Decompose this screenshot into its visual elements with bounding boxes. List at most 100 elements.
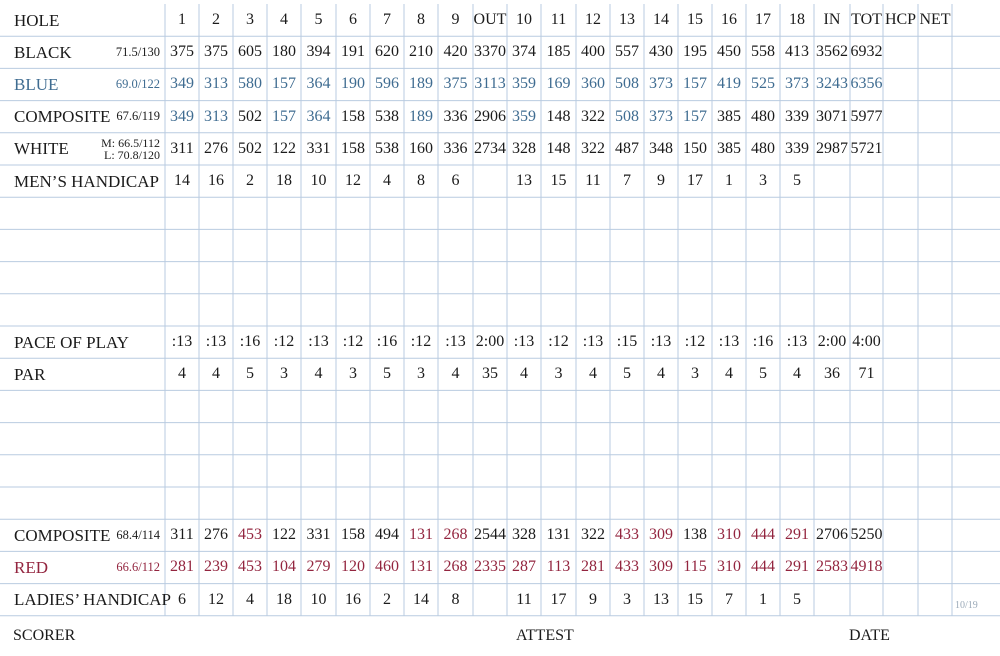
attest-label: ATTEST	[516, 627, 574, 644]
score-cell: 4	[383, 172, 391, 190]
score-cell: :16	[239, 333, 261, 351]
hole-header-12: 12	[585, 11, 601, 29]
course-rating-men: M: 66.5/112	[101, 135, 160, 150]
score-cell: 453	[238, 558, 262, 576]
score-cell: 8	[417, 172, 425, 190]
course-rating: 66.6/112	[116, 560, 160, 575]
score-cell: 444	[751, 558, 775, 576]
score-cell: 336	[443, 107, 468, 125]
score-cell: 413	[785, 43, 809, 61]
score-cell: 322	[581, 107, 605, 125]
score-cell: 349	[170, 107, 194, 125]
score-cell: 12	[208, 590, 224, 608]
score-cell: 239	[204, 558, 228, 576]
hole-header-out: OUT	[473, 11, 507, 29]
hole-header-7: 7	[383, 11, 391, 29]
hole-header-hcp: HCP	[884, 11, 917, 29]
score-cell: 4:00	[852, 333, 881, 351]
score-cell: 508	[615, 75, 639, 93]
score-cell: 2706	[816, 526, 848, 544]
score-cell: 339	[785, 107, 809, 125]
score-cell: :13	[786, 333, 808, 351]
score-cell: 322	[581, 139, 605, 157]
score-cell: 487	[615, 139, 639, 157]
score-cell: :13	[308, 333, 329, 351]
hole-header-tot: TOT	[851, 11, 882, 29]
row-label-ladies-handicap: LADIES’ HANDICAP	[14, 590, 171, 610]
score-cell: 331	[306, 139, 331, 157]
score-cell: 4	[520, 365, 528, 383]
score-cell: 281	[581, 558, 605, 576]
score-cell: 18	[276, 172, 292, 190]
score-cell: 158	[341, 526, 365, 544]
score-cell: 13	[516, 172, 532, 190]
score-cell: :13	[205, 333, 227, 351]
score-cell: 359	[512, 75, 536, 93]
score-cell: 14	[413, 590, 429, 608]
score-cell: :13	[718, 333, 740, 351]
score-cell: 375	[170, 43, 194, 61]
score-cell: 210	[409, 43, 433, 61]
score-cell: 5	[246, 365, 254, 383]
score-cell: 5721	[850, 139, 883, 157]
hole-header-label: HOLE	[14, 10, 60, 30]
score-cell: 339	[785, 139, 809, 157]
score-cell: 309	[649, 526, 673, 544]
score-cell: 2:00	[817, 333, 847, 351]
row-label-composite: COMPOSITE	[14, 525, 111, 545]
course-rating: 68.4/114	[116, 528, 160, 543]
score-cell: 359	[512, 107, 536, 125]
score-cell: 158	[341, 139, 365, 157]
score-cell: 2583	[816, 558, 848, 576]
score-cell: 276	[204, 526, 228, 544]
score-cell: 148	[546, 139, 571, 157]
score-cell: 538	[375, 139, 399, 157]
score-cell: 3370	[474, 43, 506, 61]
hole-header-3: 3	[246, 11, 254, 29]
score-cell: 113	[546, 558, 571, 576]
hole-header-6: 6	[349, 11, 357, 29]
score-cell: 2544	[474, 526, 506, 544]
score-cell: 185	[546, 43, 571, 61]
score-cell: 373	[649, 107, 673, 125]
score-cell: 558	[751, 43, 775, 61]
score-cell: 328	[512, 139, 536, 157]
score-cell: 385	[717, 107, 741, 125]
score-cell: 268	[443, 526, 468, 544]
score-cell: 605	[238, 43, 262, 61]
score-cell: 150	[683, 139, 707, 157]
score-cell: :12	[684, 333, 706, 351]
score-cell: 349	[170, 75, 194, 93]
score-cell: 122	[272, 139, 296, 157]
score-cell: 311	[170, 526, 194, 544]
score-cell: 2	[246, 172, 254, 190]
score-cell: 400	[581, 43, 605, 61]
score-cell: 5	[383, 365, 391, 383]
score-cell: 14	[174, 172, 190, 190]
score-cell: 502	[238, 107, 262, 125]
hole-header-18: 18	[789, 11, 805, 29]
score-cell: 2987	[816, 139, 848, 157]
score-cell: 364	[306, 75, 331, 93]
row-label-par: PAR	[14, 364, 46, 384]
score-cell: 311	[170, 139, 194, 157]
score-cell: :13	[171, 333, 193, 351]
score-cell: 394	[306, 43, 331, 61]
score-cell: 1	[759, 590, 767, 608]
score-cell: 360	[581, 75, 605, 93]
score-cell: 620	[375, 43, 399, 61]
row-label-composite: COMPOSITE	[14, 107, 111, 127]
row-label-men-s-handicap: MEN’S HANDICAP	[14, 171, 159, 191]
score-cell: 313	[204, 75, 228, 93]
hole-header-in: IN	[823, 11, 841, 29]
score-cell: 6	[178, 590, 186, 608]
course-rating: 71.5/130	[115, 45, 160, 60]
score-cell: 5	[793, 590, 801, 608]
score-cell: 430	[649, 43, 673, 61]
score-cell: 480	[751, 107, 775, 125]
score-cell: 17	[550, 590, 567, 608]
score-cell: 3	[349, 365, 357, 383]
score-cell: 4918	[850, 558, 883, 576]
score-cell: 17	[687, 172, 703, 190]
